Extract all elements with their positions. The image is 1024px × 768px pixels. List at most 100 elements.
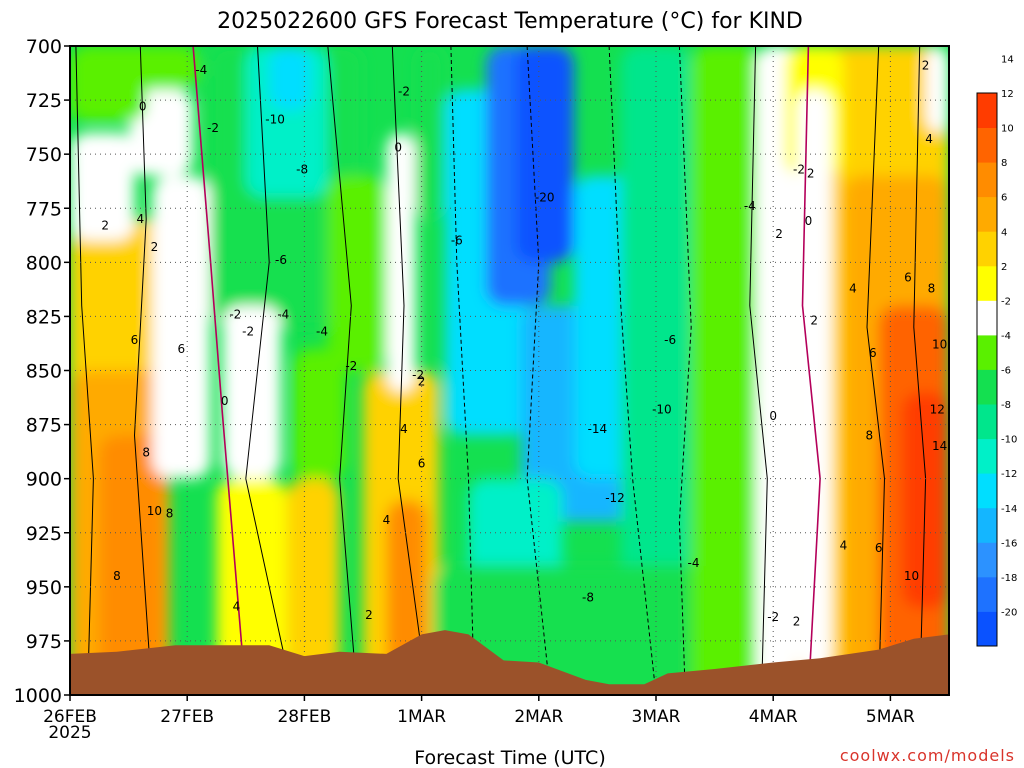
contour-label: -4 <box>688 556 700 570</box>
grid-lines <box>70 46 949 695</box>
contour-label: -10 <box>652 402 672 416</box>
colorbar-swatch <box>977 542 997 578</box>
contour-line <box>866 46 886 695</box>
contour-label: 6 <box>177 342 185 356</box>
contour-line <box>608 46 657 695</box>
contour-label: 8 <box>142 446 150 460</box>
contour-label: 0 <box>221 394 229 408</box>
contour-label: 8 <box>113 569 121 583</box>
contour-label: 2 <box>807 167 815 181</box>
contour-label: 0 <box>805 214 813 228</box>
colorbar-swatch <box>977 507 997 543</box>
contour-label: 0 <box>394 141 402 155</box>
contour-label: -4 <box>744 199 756 213</box>
colorbar-label: -18 <box>1001 573 1017 584</box>
contour-label: 4 <box>840 539 848 553</box>
contour-label: 2 <box>365 608 373 622</box>
colorbar-label: -2 <box>1001 296 1011 307</box>
contour-label: -2 <box>345 359 357 373</box>
contour-label: -8 <box>582 591 594 605</box>
y-tick-label: 775 <box>26 198 62 220</box>
contour-line <box>749 46 768 695</box>
colorbar-swatch <box>977 265 997 301</box>
contour-label: 6 <box>904 271 912 285</box>
field-blob <box>222 305 281 479</box>
field-blob <box>415 46 445 220</box>
x-axis: 26FEB 27FEB 28FEB 1MAR 2MAR 3MAR 4MAR 5MAR <box>43 695 915 727</box>
colorbar-label: -8 <box>1001 400 1011 411</box>
y-tick-label: 900 <box>26 469 62 491</box>
y-tick-label: 700 <box>26 36 62 58</box>
field-blob <box>386 132 416 393</box>
contour-line <box>913 46 927 695</box>
colorbar-swatch <box>977 127 997 163</box>
contour-line <box>133 46 153 695</box>
contour-label: 2 <box>922 59 930 73</box>
colorbar-swatch <box>977 231 997 267</box>
contour-line <box>245 46 294 695</box>
x-tick-label: 26FEB <box>43 707 97 727</box>
x-tick-label: 28FEB <box>277 707 331 727</box>
contour-label: 4 <box>136 212 144 226</box>
temperature-field <box>70 46 949 695</box>
contour-line <box>192 46 247 695</box>
contour-label: -2 <box>767 610 779 624</box>
contour-label: -6 <box>451 234 463 248</box>
contour-label: -8 <box>296 162 308 176</box>
contour-label: -2 <box>207 121 219 135</box>
contour-label: -2 <box>793 162 805 176</box>
field-blob <box>286 478 340 674</box>
colorbar-frame <box>976 92 998 647</box>
y-tick-label: 725 <box>26 90 62 112</box>
colorbar-label: 6 <box>1001 193 1007 204</box>
y-axis: 700 725 750 775 800 825 850 875 900 925 950 975 1000 <box>14 36 70 707</box>
y-tick-label: 800 <box>26 252 62 274</box>
colorbar-label: -20 <box>1001 607 1017 618</box>
field-blob <box>691 46 762 695</box>
contour-label: -4 <box>195 63 207 77</box>
x-tick-label: 1MAR <box>397 707 446 727</box>
contour-label: -4 <box>316 325 328 339</box>
contour-label: 2 <box>151 240 159 254</box>
contour-label: -2 <box>398 84 410 98</box>
field-blob <box>152 175 211 479</box>
contour-label: 6 <box>131 333 139 347</box>
contour-label: 0 <box>769 409 777 423</box>
contour-label: 6 <box>875 541 883 555</box>
contour-label: -6 <box>275 253 287 267</box>
contour-label: 4 <box>849 281 857 295</box>
colorbar-label: -14 <box>1001 504 1017 515</box>
x-tick-label: 27FEB <box>160 707 214 727</box>
y-tick-label: 925 <box>26 523 62 545</box>
field-blob <box>216 478 287 674</box>
y-tick-label: 750 <box>26 144 62 166</box>
contour-label: 2 <box>418 374 426 388</box>
colorbar-swatch <box>977 369 997 405</box>
contour-label: 0 <box>139 100 147 114</box>
terrain <box>70 630 949 695</box>
field-blob <box>70 132 135 241</box>
field-blob <box>327 175 387 371</box>
field-blob <box>292 348 346 479</box>
contour-label: 14 <box>932 439 947 453</box>
contour-label: -12 <box>605 491 625 505</box>
colorbar-swatch <box>977 162 997 198</box>
contour-label: 4 <box>400 422 408 436</box>
y-tick-label: 975 <box>26 631 62 653</box>
contour-line <box>801 46 821 695</box>
contour-label: -4 <box>277 307 289 321</box>
contour-label: 6 <box>869 346 877 360</box>
contour-label: -20 <box>535 190 555 204</box>
contour-label: 4 <box>233 599 241 613</box>
x-tick-label: 2MAR <box>514 707 563 727</box>
chart-title: 2025022600 GFS Forecast Temperature (°C)… <box>217 9 803 34</box>
colorbar: -20 -18 -16 -14 -12 -10 -8 -6 -4 -2 2 4 6 8 10 12 14 <box>976 54 1017 647</box>
colorbar-swatch <box>977 611 997 647</box>
contour-label: 8 <box>928 281 936 295</box>
contour-line <box>391 46 428 695</box>
colorbar-label: 4 <box>1001 227 1007 238</box>
x-tick-label: 5MAR <box>866 707 915 727</box>
colorbar-swatch <box>977 404 997 440</box>
